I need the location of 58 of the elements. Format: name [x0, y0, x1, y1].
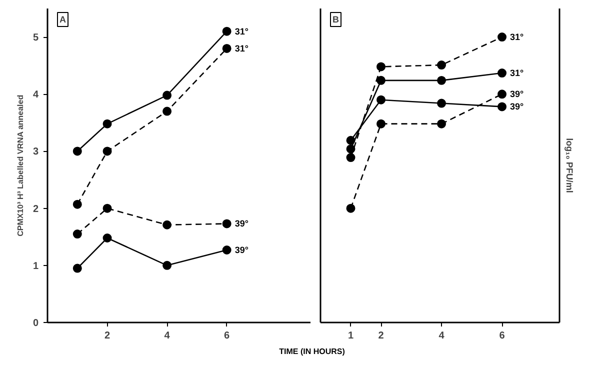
y-tick-label: 3	[32, 146, 39, 158]
point	[222, 246, 232, 254]
y2-axis-title: log₁₀ PFU/ml	[564, 138, 574, 193]
point	[162, 90, 172, 100]
y-axis-title: CPMX10³ H³ Labelled VRNA annealed	[16, 94, 25, 236]
point	[346, 144, 356, 154]
point	[498, 32, 507, 42]
series-label: 31°	[234, 43, 249, 54]
point	[72, 200, 82, 209]
point	[346, 204, 356, 213]
point	[498, 68, 507, 78]
series-label: 31°	[510, 32, 524, 42]
point	[222, 44, 232, 53]
point	[72, 264, 82, 273]
point	[376, 62, 386, 72]
series-label: 39°	[510, 89, 524, 100]
x-tick-label: 4	[164, 330, 170, 342]
series-label: 31°	[510, 68, 524, 78]
point	[346, 136, 356, 145]
y-tick-label: 4	[32, 90, 39, 101]
x-tick-label: 1	[348, 330, 354, 342]
point	[437, 98, 446, 108]
x-tick-label: 6	[224, 330, 230, 342]
point	[222, 26, 232, 36]
series-label: 39°	[234, 244, 249, 255]
text: B	[332, 14, 340, 24]
point	[437, 76, 446, 85]
point	[376, 95, 386, 104]
point	[102, 146, 112, 156]
series-label: 39°	[234, 218, 249, 229]
point	[437, 119, 446, 128]
x-tick-label: 6	[499, 330, 506, 342]
point	[437, 60, 446, 70]
y-tick-label: 5	[32, 32, 39, 44]
series-label: 31°	[234, 26, 249, 36]
point	[498, 90, 507, 99]
y-tick-label: 1	[32, 260, 39, 272]
point	[162, 220, 172, 230]
point	[498, 102, 507, 112]
x-tick-label: 4	[438, 330, 445, 342]
point	[222, 219, 232, 228]
point	[102, 119, 112, 128]
point	[376, 76, 386, 85]
y-tick-label: 0	[32, 318, 39, 329]
point	[72, 146, 82, 156]
x-axis-title: TIME (IN HOURS)	[279, 346, 345, 358]
y-tick-label: 2	[32, 204, 39, 215]
point	[162, 260, 172, 270]
point	[376, 119, 386, 128]
point	[72, 230, 82, 238]
x-tick-label: 2	[378, 330, 384, 342]
series-label: 39°	[510, 102, 524, 112]
point	[102, 204, 112, 213]
text: A	[60, 14, 66, 24]
x-tick-label: 2	[104, 330, 110, 342]
point	[346, 153, 356, 162]
point	[162, 106, 172, 116]
point	[102, 234, 112, 242]
